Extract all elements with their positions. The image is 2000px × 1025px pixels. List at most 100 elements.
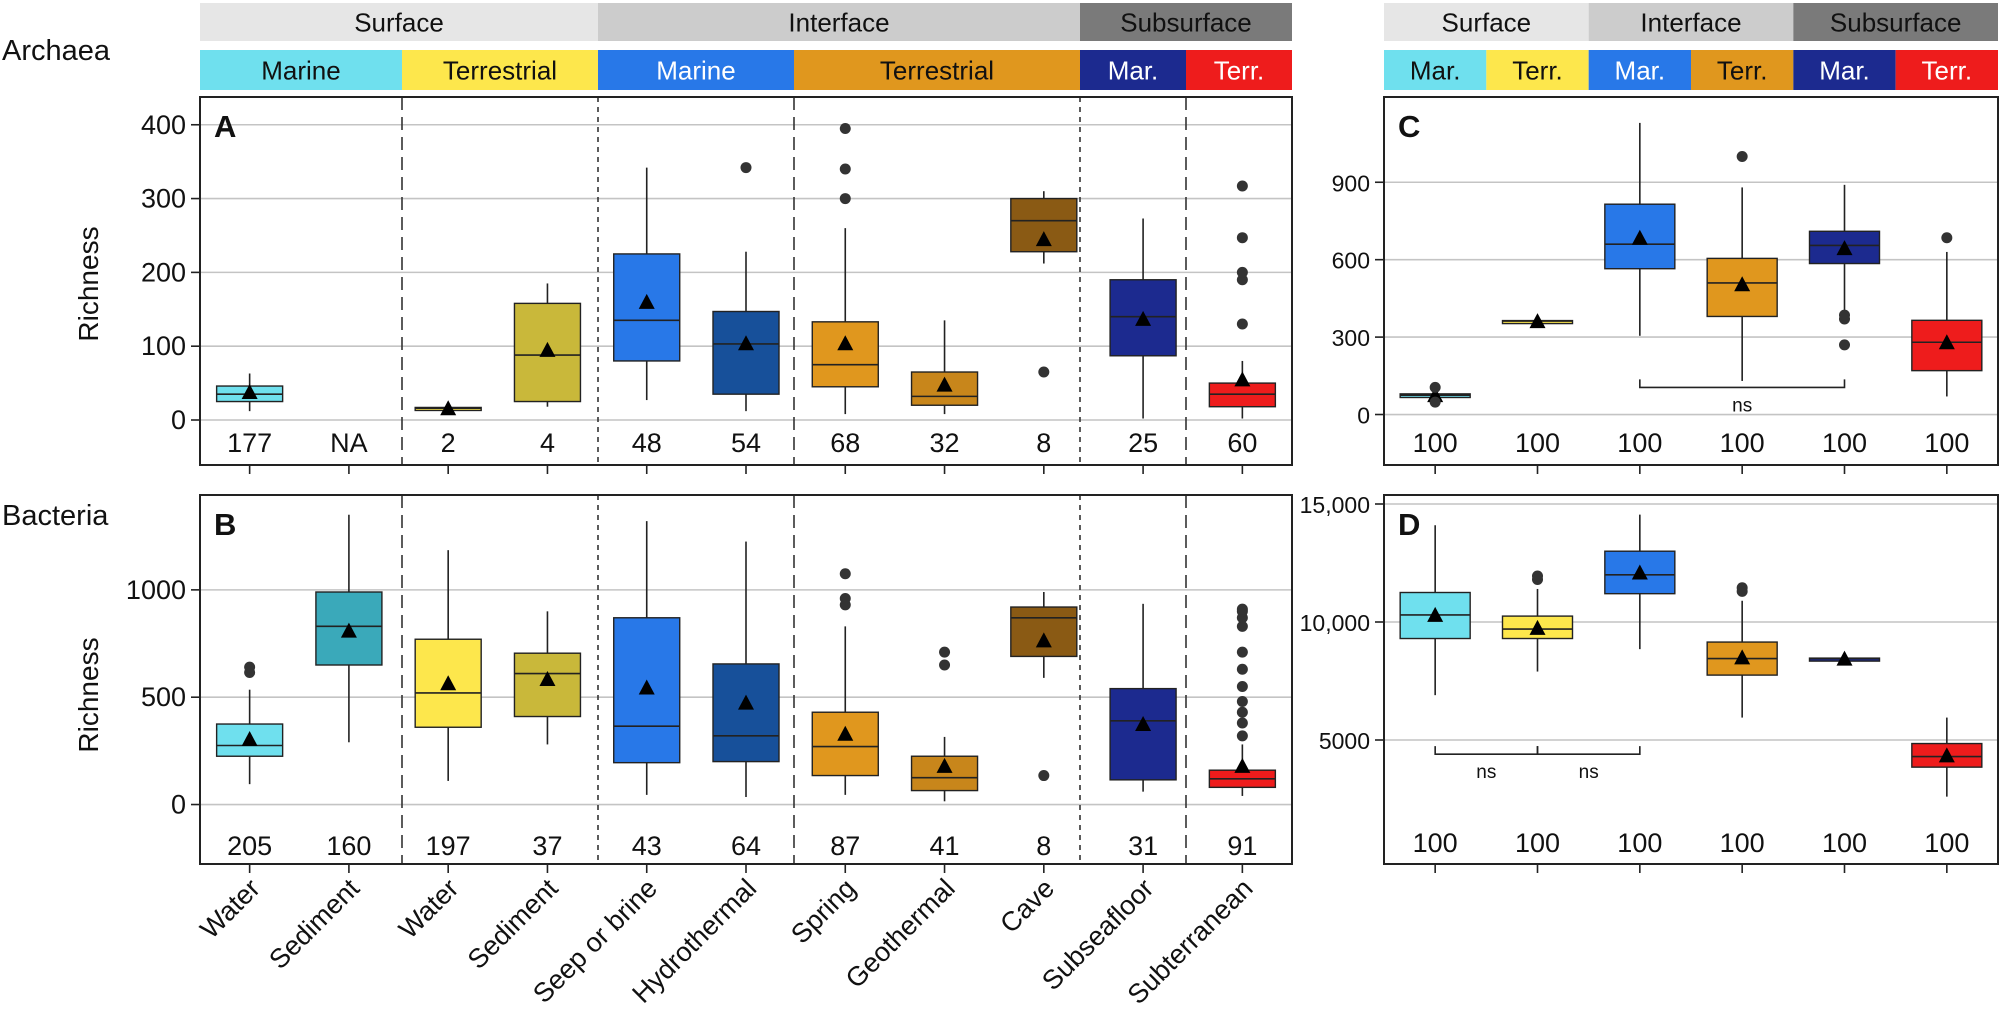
box-7 — [811, 122, 879, 415]
outlier-point — [1236, 695, 1248, 707]
box-7 — [811, 568, 879, 795]
outlier-point — [939, 659, 951, 671]
outlier-point — [1236, 180, 1248, 192]
y-tick-label: 600 — [1332, 248, 1370, 274]
outlier-point — [839, 568, 851, 580]
outlier-point — [740, 162, 752, 174]
row-label-archaea: Archaea — [2, 35, 111, 67]
box-1 — [215, 661, 284, 785]
outlier-point — [1236, 603, 1248, 615]
category-header-label: Terr. — [1922, 55, 1973, 85]
box-6 — [712, 541, 780, 798]
mean-marker — [1529, 313, 1546, 329]
mean-marker — [1135, 716, 1152, 732]
sample-size-label: 87 — [830, 831, 860, 861]
mean-marker — [936, 376, 953, 392]
box-11 — [1208, 603, 1277, 796]
category-header-label: Marine — [656, 55, 735, 85]
mean-marker — [539, 670, 556, 686]
outlier-point — [1236, 680, 1248, 692]
y-tick-label: 1000 — [126, 575, 186, 605]
outlier-point — [1941, 232, 1953, 244]
sample-size-label: 37 — [532, 831, 562, 861]
mean-marker — [738, 694, 754, 710]
panel-frame — [1383, 96, 1999, 466]
sample-size-label: 64 — [731, 831, 761, 861]
y-tick-label: 400 — [141, 110, 186, 140]
y-tick-label: 200 — [141, 257, 186, 287]
outlier-point — [1839, 309, 1850, 321]
outlier-point — [1429, 396, 1441, 408]
panel-letter: A — [214, 109, 236, 144]
x-category-label: Sediment — [263, 873, 365, 975]
box-9 — [1010, 592, 1078, 782]
environment-header-label: Surface — [354, 7, 444, 37]
category-header-bar — [1384, 50, 1487, 90]
mean-marker — [1836, 650, 1853, 666]
sample-size-label: NA — [330, 428, 368, 458]
category-header-bar — [1691, 50, 1794, 90]
environment-header-label: Surface — [1442, 7, 1532, 37]
mean-marker — [1529, 619, 1546, 635]
category-header-bar — [1793, 50, 1896, 90]
sample-size-label: 100 — [1924, 828, 1969, 858]
sample-size-label: 100 — [1413, 428, 1458, 458]
x-category-label: Spring — [785, 873, 861, 949]
sample-size-label: 100 — [1515, 428, 1560, 458]
mean-marker — [1631, 564, 1648, 580]
outlier-point — [1236, 620, 1248, 632]
category-header-bar — [200, 50, 402, 90]
environment-header-label: Interface — [1640, 7, 1741, 37]
environment-header-bar — [598, 3, 1080, 41]
environment-header-bar — [1080, 3, 1292, 41]
category-header-label: Terrestrial — [443, 55, 557, 85]
y-tick-label: 300 — [141, 184, 186, 214]
box-2 — [315, 514, 383, 743]
outlier-point — [1839, 339, 1850, 351]
environment-header-bar — [1793, 3, 1998, 41]
x-category-label: Water — [194, 873, 265, 944]
outlier-point — [939, 646, 951, 658]
box-4 — [1706, 150, 1778, 381]
category-header-bar — [1895, 50, 1998, 90]
category-header-label: Terr. — [1717, 55, 1768, 85]
box-5 — [613, 167, 681, 401]
environment-header-bar — [200, 3, 598, 41]
outlier-point — [1236, 318, 1248, 330]
x-category-label: Cave — [994, 873, 1060, 939]
x-category-label: Sediment — [462, 873, 564, 975]
significance-label: ns — [1579, 762, 1599, 783]
category-header-label: Terr. — [1214, 55, 1265, 85]
category-header-label: Terrestrial — [880, 55, 994, 85]
sample-size-label: 54 — [731, 428, 761, 458]
box-5 — [1808, 650, 1881, 666]
mean-marker — [340, 622, 357, 638]
category-header-bar — [598, 50, 794, 90]
y-axis-label-archaea: Richness — [73, 226, 104, 341]
category-header-label: Mar. — [1819, 55, 1870, 85]
sample-size-label: 100 — [1617, 428, 1662, 458]
mean-marker — [1035, 231, 1052, 247]
y-tick-label: 0 — [1357, 403, 1370, 429]
box-8 — [910, 320, 979, 415]
category-header-bar — [402, 50, 598, 90]
outlier-point — [1429, 381, 1441, 393]
category-header-bar — [1080, 50, 1186, 90]
sample-size-label: 100 — [1822, 428, 1867, 458]
box-4 — [1706, 582, 1778, 718]
box-1 — [215, 373, 284, 412]
sample-size-label: 100 — [1617, 828, 1662, 858]
sample-size-label: 100 — [1515, 828, 1560, 858]
box-3 — [1604, 122, 1676, 336]
mean-marker — [539, 341, 556, 357]
category-header-bar — [1588, 50, 1691, 90]
sample-size-label: 25 — [1128, 428, 1158, 458]
outlier-point — [839, 122, 851, 134]
environment-header-bar — [1384, 3, 1589, 41]
environment-header-label: Subsurface — [1120, 7, 1252, 37]
box-6 — [712, 162, 780, 412]
box-body — [712, 663, 780, 763]
outlier-point — [1532, 570, 1543, 582]
mean-marker — [638, 293, 655, 309]
